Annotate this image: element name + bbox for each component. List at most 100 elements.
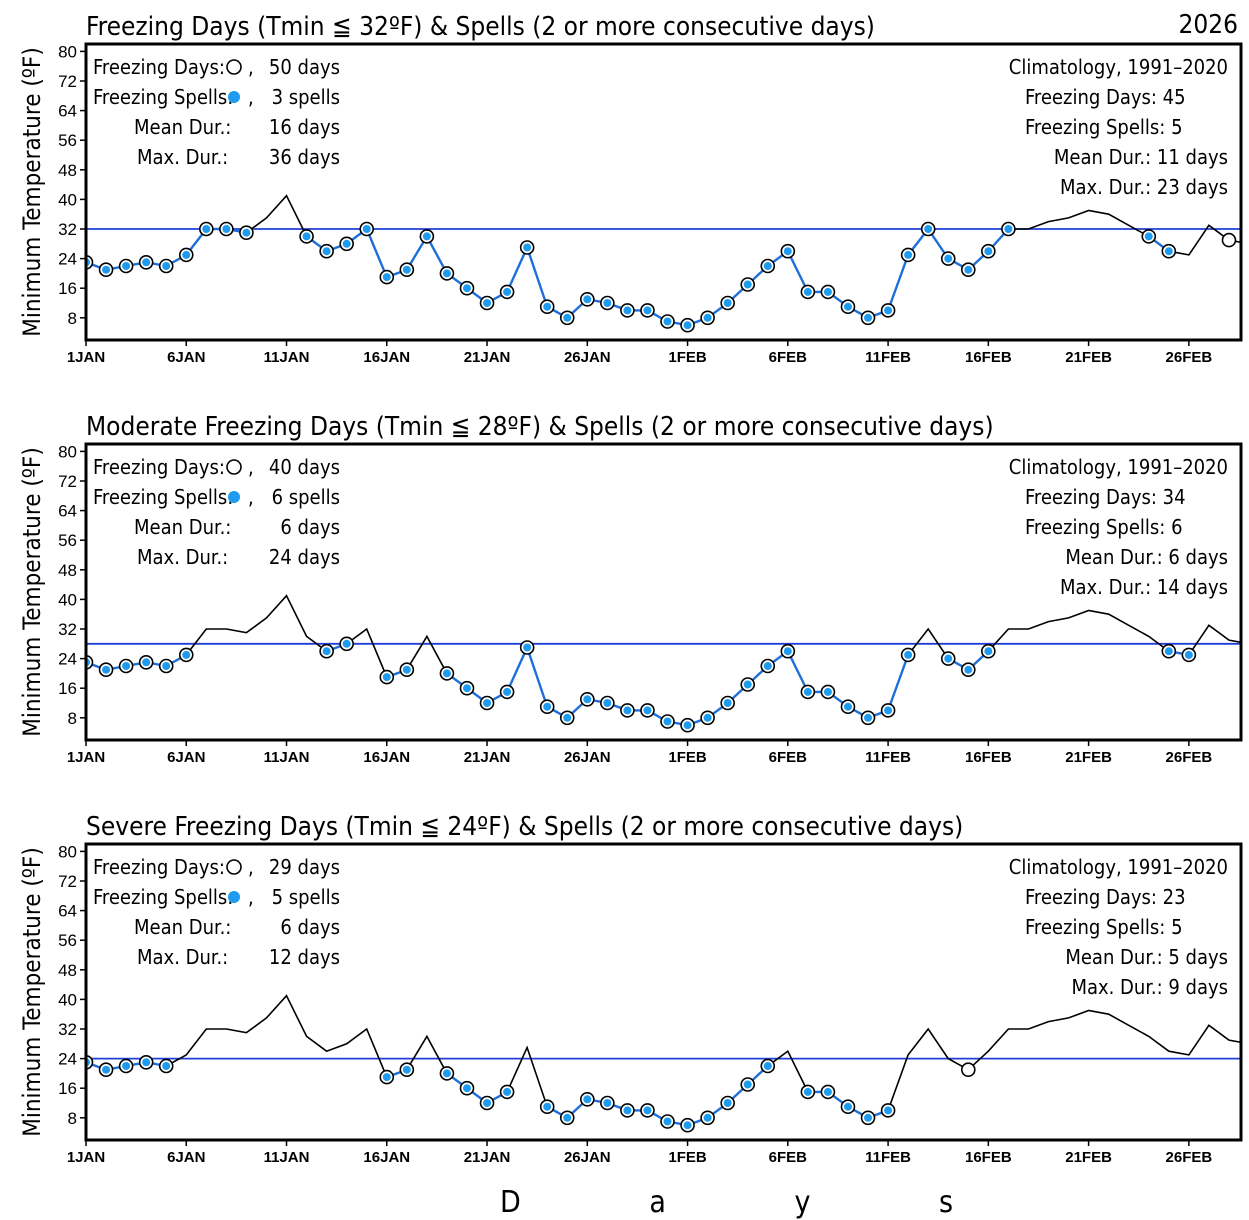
- climatology-row: Max. Dur.: 23 days: [1060, 175, 1228, 199]
- x-tick-label: 1FEB: [668, 1149, 707, 1166]
- plot-area: [86, 194, 1241, 333]
- spell-day-marker: [944, 654, 953, 663]
- spell-day-marker: [603, 299, 612, 307]
- x-tick-label: 21FEB: [1065, 1149, 1112, 1166]
- spell-day-marker: [683, 721, 692, 730]
- spell-day-marker: [422, 232, 431, 241]
- spell-day-marker: [362, 225, 371, 233]
- info-comma: ,: [248, 855, 254, 879]
- spell-day-marker: [884, 706, 893, 715]
- spell-day-marker: [864, 313, 873, 322]
- y-tick-label: 40: [58, 990, 77, 1009]
- x-axis-label: D a y s: [500, 1185, 1013, 1220]
- panel-title: Severe Freezing Days (Tmin ≦ 24ºF) & Spe…: [86, 812, 963, 842]
- y-tick-label: 8: [68, 709, 77, 728]
- x-tick-label: 26JAN: [564, 749, 611, 766]
- info-value: 3 spells: [272, 85, 340, 109]
- spell-segment: [526, 647, 549, 708]
- x-tick-label: 16JAN: [363, 349, 410, 366]
- plot-frame: [84, 842, 1243, 1142]
- spell-day-marker: [783, 247, 792, 256]
- x-tick-label: 1JAN: [67, 1149, 105, 1166]
- x-tick-label: 11FEB: [865, 349, 911, 366]
- info-label: Max. Dur.:: [137, 945, 228, 969]
- spell-day-marker: [222, 225, 231, 233]
- x-tick-label: 26FEB: [1166, 349, 1213, 366]
- spell-day-marker: [382, 273, 391, 282]
- spell-day-marker: [523, 643, 532, 652]
- spell-day-marker: [583, 295, 592, 304]
- x-tick-label: 26JAN: [564, 349, 611, 366]
- y-tick-label: 80: [58, 442, 77, 461]
- spell-day-marker: [182, 250, 191, 259]
- plot-area: [86, 594, 1249, 733]
- climatology-row: Freezing Days: 34: [1025, 485, 1186, 509]
- spell-day-marker: [202, 225, 211, 233]
- info-value: 40 days: [269, 455, 340, 479]
- spell-day-marker: [503, 687, 512, 696]
- climatology-title: Climatology, 1991–2020: [1009, 55, 1228, 79]
- climatology-row: Mean Dur.: 6 days: [1065, 545, 1228, 569]
- y-tick-label: 16: [58, 1079, 77, 1098]
- x-tick-label: 1FEB: [668, 349, 707, 366]
- x-tick-label: 26JAN: [564, 1149, 611, 1166]
- spell-day-marker: [142, 1058, 151, 1067]
- info-comma: ,: [248, 455, 254, 479]
- spell-day-marker: [1144, 232, 1153, 241]
- spell-day-marker: [382, 1073, 391, 1082]
- spell-day-marker: [843, 1102, 852, 1111]
- spell-day-marker: [924, 225, 933, 233]
- plot-frame: [84, 42, 1243, 342]
- spell-segment: [786, 650, 809, 693]
- y-tick-label: 56: [58, 931, 77, 950]
- y-axis-label: Minimum Temperature (ºF): [18, 847, 46, 1137]
- info-value: 29 days: [269, 855, 340, 879]
- info-label: Freezing Days:: [93, 55, 225, 79]
- spell-day-marker: [763, 1062, 772, 1070]
- freezing-day-marker: [960, 1062, 976, 1077]
- spell-day-marker: [723, 699, 732, 707]
- spell-day-marker: [964, 665, 973, 674]
- spell-day-marker: [803, 687, 812, 696]
- y-tick-label: 64: [58, 102, 77, 121]
- y-tick-label: 48: [58, 961, 77, 980]
- y-tick-label: 40: [58, 590, 77, 609]
- info-label: Freezing Spells:: [93, 885, 233, 909]
- x-tick-label: 11JAN: [264, 349, 310, 366]
- panel-title: Freezing Days (Tmin ≦ 32ºF) & Spells (2 …: [86, 12, 875, 42]
- climatology-row: Freezing Spells: 5: [1025, 115, 1183, 139]
- x-tick-label: 6JAN: [167, 349, 205, 366]
- legend-open-marker: [226, 59, 242, 75]
- freezing-day-marker: [1221, 232, 1237, 248]
- freezing-day-marker: [1243, 637, 1249, 650]
- spell-segment: [506, 647, 529, 693]
- spell-day-marker: [122, 1062, 131, 1070]
- info-label: Mean Dur.:: [134, 115, 231, 139]
- spell-segment: [886, 654, 910, 711]
- spell-segment: [365, 228, 388, 278]
- spell-day-marker: [122, 662, 131, 670]
- spell-day-marker: [763, 262, 772, 270]
- climatology-row: Freezing Spells: 5: [1025, 915, 1183, 939]
- x-tick-label: 21JAN: [464, 349, 511, 366]
- climatology-row: Freezing Days: 23: [1025, 885, 1186, 909]
- spell-day-marker: [583, 1095, 592, 1104]
- spell-day-marker: [102, 265, 111, 274]
- spell-day-marker: [483, 1099, 492, 1107]
- x-tick-label: 26FEB: [1166, 1149, 1213, 1166]
- x-tick-label: 6FEB: [769, 749, 808, 766]
- spell-day-marker: [723, 1099, 732, 1107]
- spell-day-marker: [442, 669, 451, 678]
- spell-day-marker: [843, 302, 852, 311]
- x-tick-label: 1JAN: [67, 749, 105, 766]
- spell-day-marker: [703, 313, 712, 322]
- info-value: 24 days: [269, 545, 340, 569]
- spell-day-marker: [603, 699, 612, 707]
- spell-day-marker: [402, 1065, 411, 1074]
- spell-day-marker: [984, 647, 993, 656]
- x-tick-label: 6JAN: [167, 1149, 205, 1166]
- y-tick-label: 16: [58, 279, 77, 298]
- info-comma: ,: [248, 55, 254, 79]
- spell-day-marker: [543, 302, 552, 311]
- spell-day-marker: [342, 639, 351, 648]
